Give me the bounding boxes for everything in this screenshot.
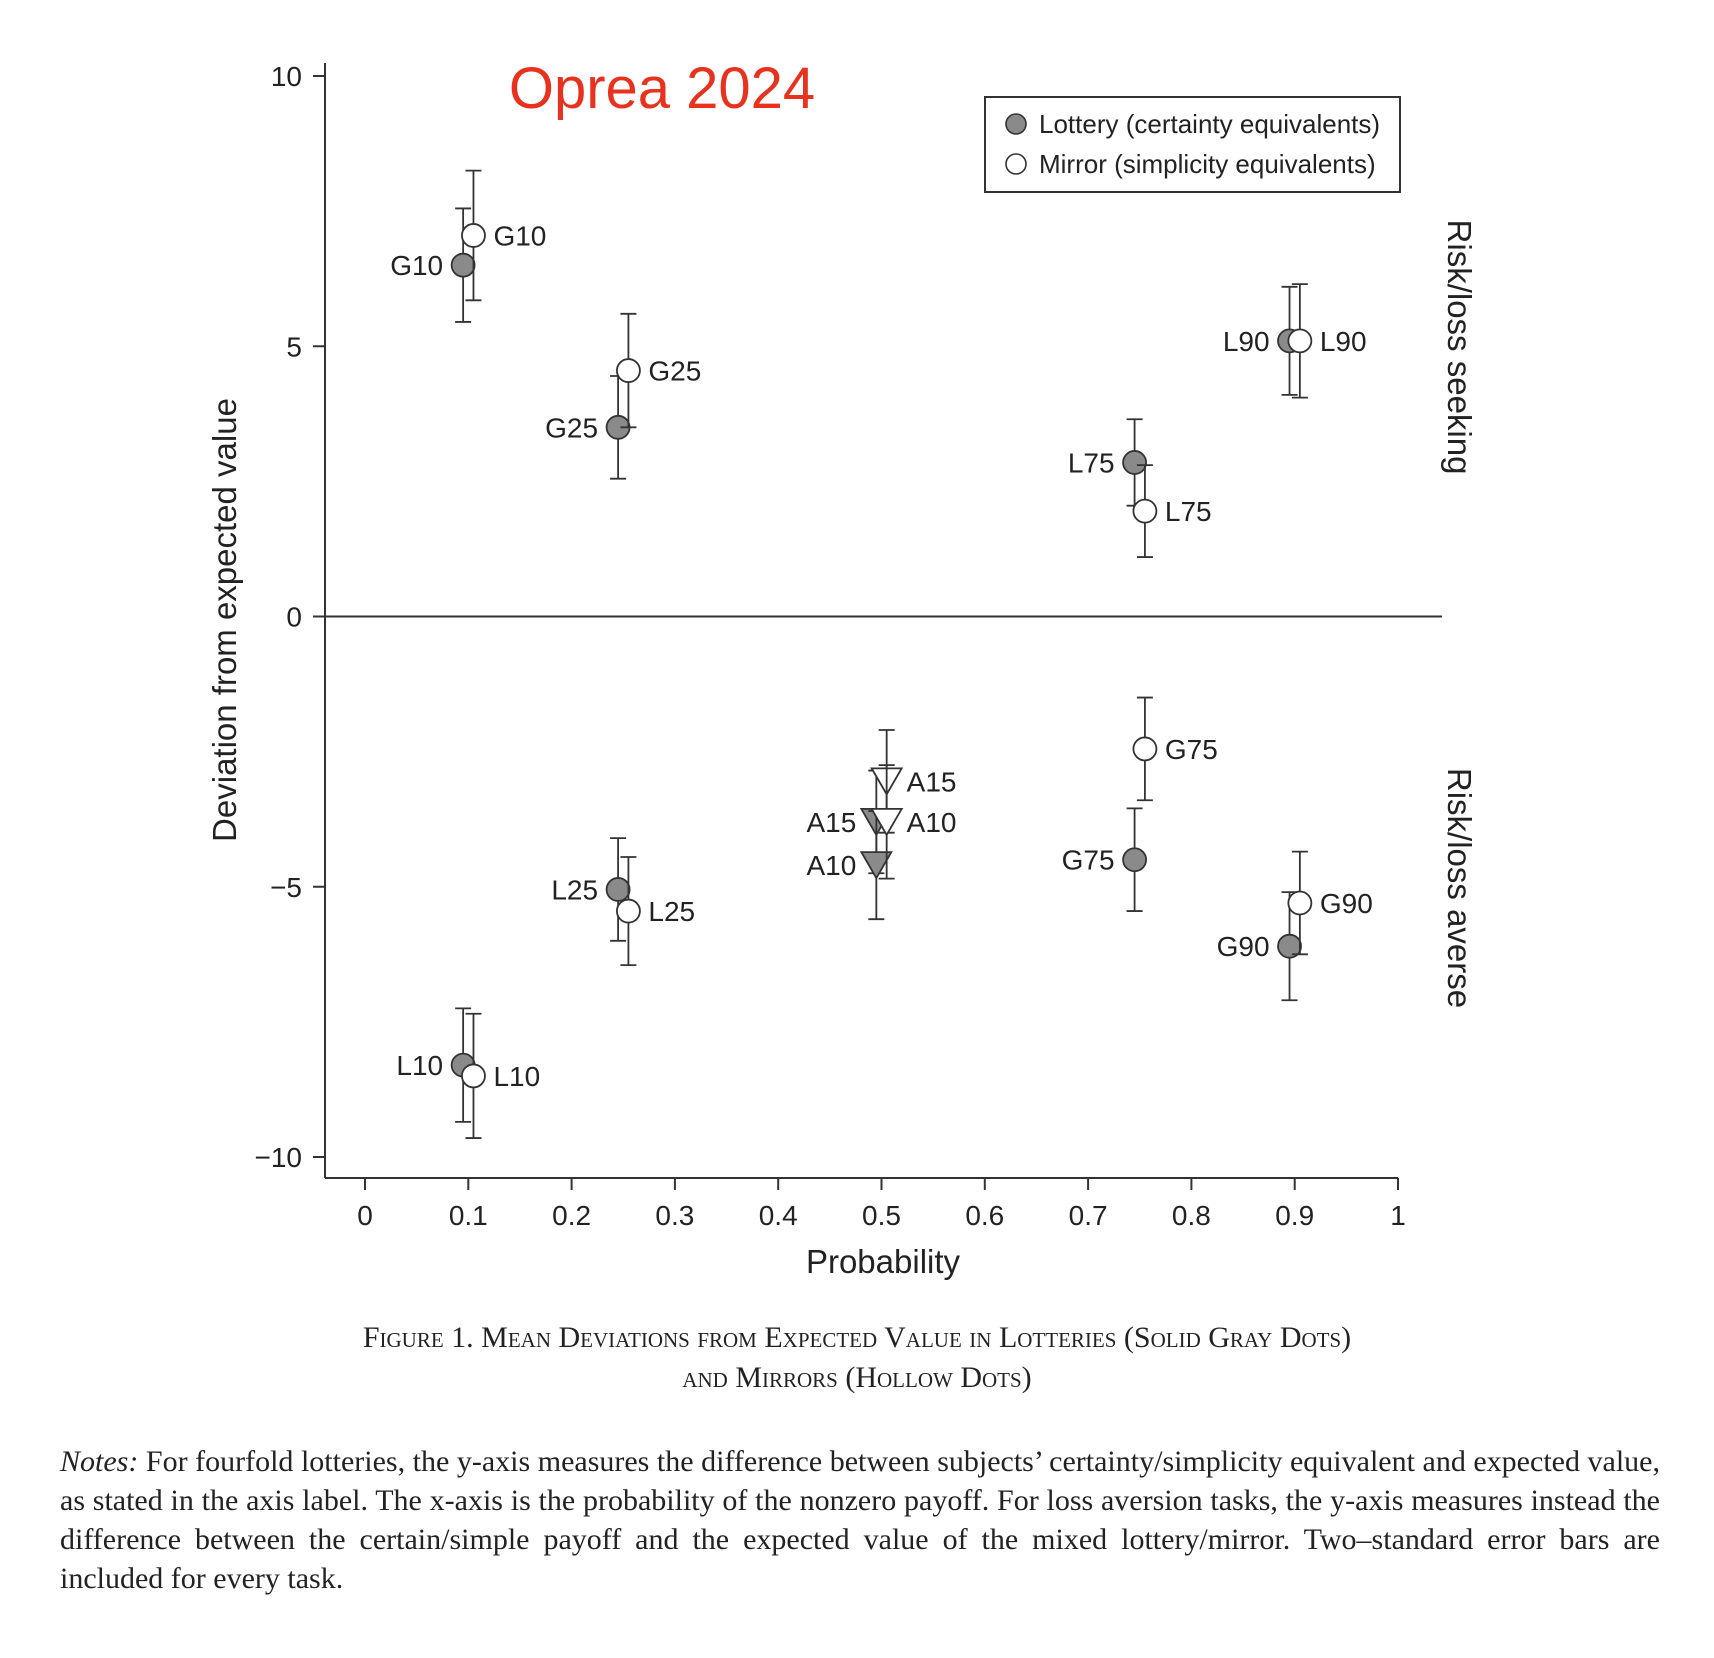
point-label: L10 (396, 1050, 443, 1081)
point-label: A10 (907, 807, 957, 838)
x-tick-label: 0.7 (1069, 1200, 1108, 1231)
y-tick-label: −5 (270, 872, 302, 903)
annotation-oprea-2024: Oprea 2024 (509, 56, 815, 121)
point-mirror-l25: L25 (616, 856, 695, 967)
y-tick-label: 10 (271, 61, 302, 92)
legend-box (984, 96, 1401, 193)
x-tick-label: 0.3 (655, 1200, 694, 1231)
y-tick-label: 5 (286, 331, 302, 362)
notes-label: Notes: (60, 1445, 139, 1478)
legend: Lottery (certainty equivalents) Mirror (… (984, 96, 1401, 193)
circle-marker (1122, 847, 1147, 873)
point-label: G10 (390, 250, 443, 281)
circle-marker (1287, 890, 1313, 916)
point-label: L25 (551, 874, 598, 905)
point-label: G75 (1165, 734, 1218, 765)
point-label: L90 (1320, 326, 1367, 357)
point-label: A15 (807, 807, 857, 838)
circle-marker (605, 877, 631, 902)
legend-marker-lottery (1005, 113, 1027, 135)
circle-marker (1122, 450, 1147, 475)
point-lottery-l25: L25 (551, 837, 631, 942)
y-axis-label: Deviation from expected value (206, 398, 243, 842)
point-mirror-l10: L10 (461, 1012, 540, 1139)
x-tick-label: 0.1 (449, 1200, 488, 1231)
caption-line-2: and Mirrors (Hollow Dots) (682, 1361, 1032, 1394)
circle-marker (1132, 498, 1158, 524)
legend-label-mirror: Mirror (simplicity equivalents) (1039, 149, 1376, 179)
circle-marker (616, 898, 641, 924)
x-tick-label: 0.5 (862, 1200, 901, 1231)
y-tick-label: −10 (255, 1142, 303, 1173)
point-label: A15 (907, 766, 957, 797)
point-mirror-a10: A10 (870, 764, 957, 880)
point-label: G10 (493, 220, 546, 251)
point-label: L90 (1223, 326, 1270, 357)
caption-line-1: Figure 1. Mean Deviations from Expected … (362, 1321, 1352, 1354)
point-lottery-g75: G75 (1062, 807, 1147, 912)
point-label: G75 (1062, 845, 1115, 876)
x-tick-label: 1 (1390, 1200, 1406, 1231)
point-label: L75 (1068, 447, 1115, 478)
notes-text: For fourfold lotteries, the y-axis measu… (60, 1445, 1660, 1595)
point-label: L10 (493, 1061, 540, 1092)
point-lottery-a10: A10 (807, 810, 893, 921)
x-tick-label: 0.4 (759, 1200, 798, 1231)
circle-marker (616, 358, 641, 383)
right-label-risk-seeking: Risk/loss seeking (1441, 220, 1478, 475)
point-lottery-g90: G90 (1217, 891, 1302, 1002)
legend-label-lottery: Lottery (certainty equivalents) (1039, 109, 1380, 139)
point-lottery-g25: G25 (545, 375, 631, 480)
circle-marker (461, 223, 486, 248)
point-label: G90 (1217, 931, 1270, 962)
point-mirror-l90: L90 (1287, 283, 1367, 399)
y-axis: 10 5 0 −5 −10 (255, 61, 326, 1178)
data-marks: G10 G25 L75 L90 L25 L10 G75 G90 A15 A10 G10 G25 L75 L… (390, 169, 1373, 1139)
point-lottery-l10: L10 (396, 1007, 476, 1123)
point-label: G90 (1320, 888, 1373, 919)
triangle-marker (870, 807, 904, 837)
point-mirror-g75: G75 (1132, 696, 1218, 802)
point-mirror-g10: G10 (461, 169, 546, 302)
point-lottery-g10: G10 (390, 207, 476, 323)
point-label: G25 (545, 412, 598, 443)
point-mirror-g90: G90 (1287, 850, 1373, 956)
x-tick-label: 0.8 (1172, 1200, 1211, 1231)
x-tick-label: 0 (357, 1200, 373, 1231)
circle-marker (1132, 736, 1158, 762)
right-label-risk-averse: Risk/loss averse (1441, 768, 1478, 1008)
x-axis-label: Probability (806, 1243, 961, 1280)
point-label: L25 (648, 896, 695, 927)
circle-marker (1277, 933, 1302, 959)
x-tick-label: 0.2 (552, 1200, 591, 1231)
y-tick-label: 0 (286, 602, 302, 633)
point-lottery-l75: L75 (1068, 418, 1147, 507)
circle-marker (450, 252, 476, 278)
figure-notes: Notes: For fourfold lotteries, the y-axi… (60, 1442, 1660, 1598)
circle-marker (1287, 328, 1313, 354)
point-label: L75 (1165, 496, 1212, 527)
point-mirror-l75: L75 (1132, 464, 1212, 558)
legend-marker-mirror (1005, 153, 1027, 175)
x-axis: 0 0.1 0.2 0.3 0.4 0.5 0.6 0.7 0.8 0.9 1 (325, 1177, 1406, 1231)
point-mirror-g25: G25 (616, 312, 701, 429)
figure-caption: Figure 1. Mean Deviations from Expected … (60, 1318, 1654, 1398)
point-label: G25 (648, 356, 701, 387)
x-tick-label: 0.9 (1275, 1200, 1314, 1231)
triangle-marker (859, 851, 893, 880)
x-tick-label: 0.6 (965, 1200, 1004, 1231)
point-label: A10 (807, 850, 857, 881)
circle-marker (461, 1063, 486, 1089)
